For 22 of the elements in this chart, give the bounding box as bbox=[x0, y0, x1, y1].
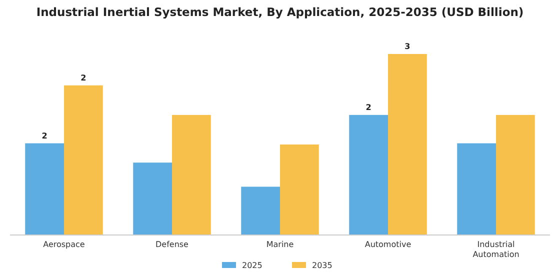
bar bbox=[457, 143, 496, 235]
x-tick-label: Defense bbox=[156, 240, 189, 249]
data-label: 2 bbox=[42, 131, 48, 140]
bar bbox=[496, 114, 535, 235]
x-tick-label: Automotive bbox=[364, 240, 412, 249]
bar bbox=[280, 144, 319, 235]
x-tick-label: Marine bbox=[266, 240, 294, 249]
legend-label: 2035 bbox=[312, 261, 332, 270]
x-tick-label: Industrial Automation bbox=[472, 240, 520, 259]
chart-title: Industrial Inertial Systems Market, By Application, 2025-2035 (USD Billion) bbox=[36, 5, 524, 19]
bar bbox=[241, 186, 280, 235]
legend-label: 2025 bbox=[242, 261, 262, 270]
x-tick-label: Aerospace bbox=[43, 240, 85, 249]
bar bbox=[133, 162, 172, 235]
data-label: 3 bbox=[404, 42, 410, 51]
bar bbox=[388, 54, 427, 235]
data-label: 2 bbox=[80, 73, 86, 82]
data-label: 2 bbox=[366, 102, 372, 112]
bar bbox=[25, 143, 64, 235]
bar bbox=[172, 114, 211, 235]
bar bbox=[64, 85, 103, 235]
bar bbox=[349, 114, 388, 235]
